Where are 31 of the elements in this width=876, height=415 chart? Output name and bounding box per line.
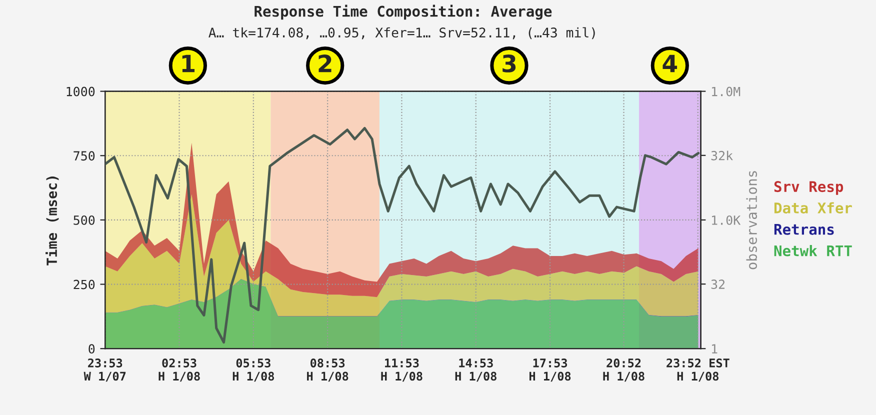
y-tick-label: 750 [74, 151, 95, 161]
x-tick-label: 20:52 H 1/08 [603, 358, 644, 382]
band-label: 3 [502, 54, 516, 72]
chart-title: Response Time Composition: Average [254, 4, 552, 20]
y-tick-label: 500 [74, 215, 95, 225]
x-tick-label: 23:52 EST H 1/08 [666, 358, 730, 382]
y-tick-label: 0 [88, 344, 95, 354]
x-tick-label: 02:53 H 1/08 [158, 358, 200, 382]
y2-tick-label: 1 [712, 344, 718, 354]
y-tick-label: 1000 [66, 86, 95, 96]
y-axis-title: Time (msec) [46, 176, 59, 266]
text: Netwk RTT [774, 245, 852, 256]
text: Retrans [774, 224, 834, 235]
x-tick-label: 14:53 H 1/08 [455, 358, 496, 382]
band-label: 2 [318, 54, 332, 72]
x-tick-label: 08:53 H 1/08 [307, 358, 348, 382]
band-label: 1 [182, 54, 195, 72]
y-tick-label: 250 [74, 280, 95, 290]
y2-tick-label: 1.0K [712, 215, 741, 225]
y2-tick-label: 1.0M [712, 86, 740, 96]
band-label: 4 [662, 54, 678, 72]
x-tick-label: 23:53 W 1/07 [84, 358, 126, 382]
y2-axis-title: observations [746, 171, 758, 270]
y2-tick-label: 32 [711, 280, 725, 290]
y2-tick-label: 32k [711, 150, 733, 160]
x-tick-label: 17:53 H 1/08 [529, 358, 571, 382]
x-tick-label: 11:53 H 1/08 [381, 358, 422, 382]
chart-subtitle: A… tk=174.08, …0.95, Xfer=1… Srv=52.11, (…43 mil) [208, 27, 595, 40]
x-tick-label: 05:53 H 1/08 [232, 358, 274, 382]
text: Data Xfer [774, 202, 852, 214]
text: Srv Resp [774, 181, 844, 195]
